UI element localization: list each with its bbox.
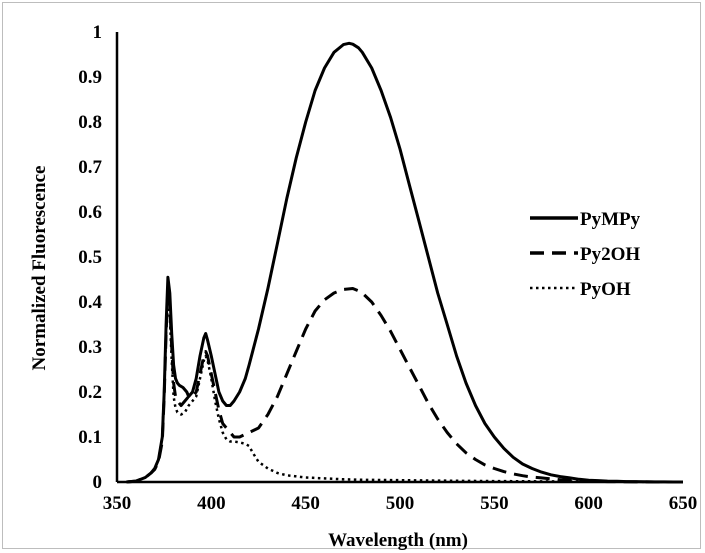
series-line-pyoh xyxy=(126,298,683,483)
y-tick-label: 0.8 xyxy=(78,112,102,133)
y-tick-label: 0.3 xyxy=(78,337,102,358)
legend: PyMPy Py2OH PyOH xyxy=(530,209,641,300)
x-tick-label: 400 xyxy=(197,493,226,514)
y-tick-label: 0.1 xyxy=(78,427,102,448)
x-tick-label: 350 xyxy=(103,493,132,514)
x-tick-label: 600 xyxy=(574,493,603,514)
y-tick-label: 0.5 xyxy=(78,247,102,268)
legend-label-py2oh: Py2OH xyxy=(580,244,640,265)
y-axis-title: Normalized Fluorescence xyxy=(29,166,50,371)
y-tick-label: 0.9 xyxy=(78,67,102,88)
legend-label-pyoh: PyOH xyxy=(580,279,631,300)
x-tick-label: 650 xyxy=(669,493,698,514)
y-tick-label: 0.4 xyxy=(78,292,102,313)
y-tick-label: 0.2 xyxy=(78,382,102,403)
x-tick-labels: 350 400 450 500 550 600 650 xyxy=(103,493,698,514)
y-tick-label: 0 xyxy=(93,472,103,493)
x-axis-title: Wavelength (nm) xyxy=(328,530,468,551)
y-tick-label: 1 xyxy=(93,22,103,43)
series-line-py2oh xyxy=(126,289,683,483)
y-tick-label: 0.6 xyxy=(78,202,102,223)
x-tick-label: 550 xyxy=(480,493,509,514)
y-tick-labels: 0 0.1 0.2 0.3 0.4 0.5 0.6 0.7 0.8 0.9 1 xyxy=(78,22,102,493)
legend-label-pympy: PyMPy xyxy=(580,209,641,230)
y-tick-label: 0.7 xyxy=(78,157,102,178)
x-tick-label: 450 xyxy=(291,493,320,514)
x-tick-label: 500 xyxy=(386,493,415,514)
